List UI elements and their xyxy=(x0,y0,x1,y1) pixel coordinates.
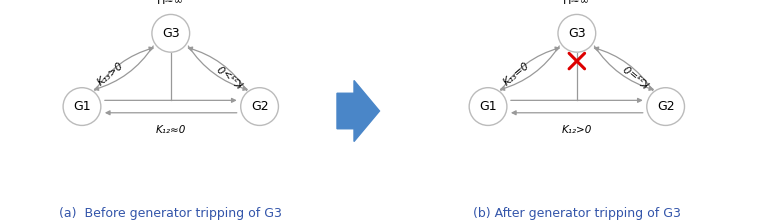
Text: H≈∞: H≈∞ xyxy=(563,0,591,6)
Text: K₂₃=0: K₂₃=0 xyxy=(622,61,652,88)
Circle shape xyxy=(152,14,190,52)
Circle shape xyxy=(63,88,101,125)
Text: G2: G2 xyxy=(250,100,269,113)
Text: (b) After generator tripping of G3: (b) After generator tripping of G3 xyxy=(473,207,681,220)
Text: G2: G2 xyxy=(657,100,675,113)
Text: G1: G1 xyxy=(479,100,497,113)
Circle shape xyxy=(241,88,279,125)
Text: H≈∞: H≈∞ xyxy=(157,0,184,6)
Text: K₁₂≈0: K₁₂≈0 xyxy=(156,125,186,135)
Circle shape xyxy=(558,14,596,52)
Circle shape xyxy=(647,88,685,125)
Text: K₁₃=0: K₁₃=0 xyxy=(502,61,532,88)
Text: G3: G3 xyxy=(162,27,180,40)
Text: K₁₂>0: K₁₂>0 xyxy=(562,125,592,135)
Text: G3: G3 xyxy=(568,27,586,40)
Text: G1: G1 xyxy=(73,100,91,113)
Circle shape xyxy=(469,88,507,125)
Text: K₂₃>0: K₂₃>0 xyxy=(216,61,246,88)
Text: (a)  Before generator tripping of G3: (a) Before generator tripping of G3 xyxy=(59,207,282,220)
FancyArrow shape xyxy=(337,80,380,142)
Text: K₁₃>0: K₁₃>0 xyxy=(96,61,126,88)
